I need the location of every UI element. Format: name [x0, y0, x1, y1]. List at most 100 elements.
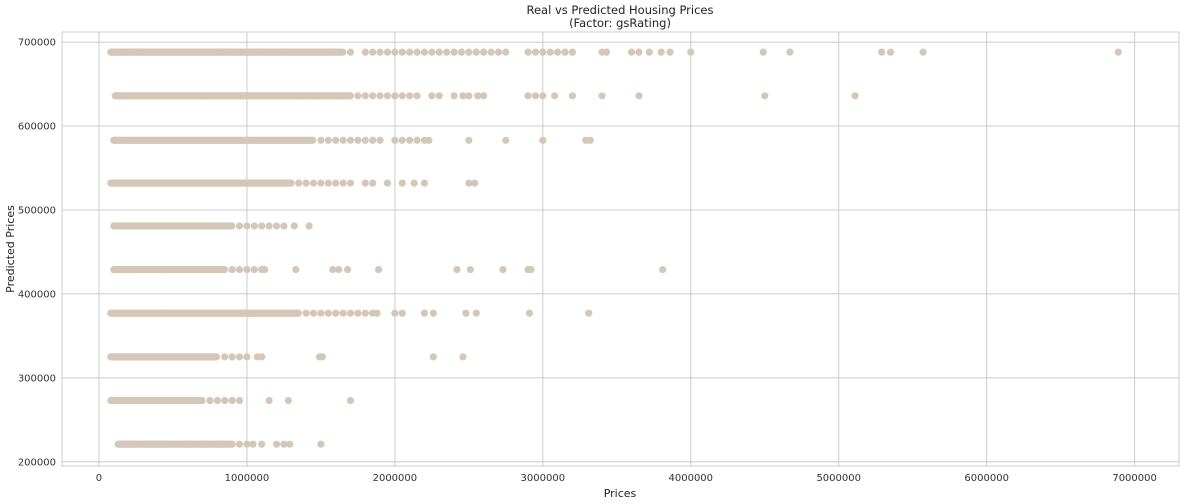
data-point [391, 48, 399, 56]
x-tick-label: 4000000 [669, 473, 714, 484]
data-point [406, 136, 414, 144]
data-point [531, 92, 540, 100]
data-point [213, 396, 221, 405]
data-point [586, 136, 594, 144]
data-point [318, 353, 326, 361]
data-point [551, 92, 559, 100]
data-point [391, 136, 399, 144]
y-tick-labels: 200000 300000 400000 500000 600000 700000 [18, 38, 56, 469]
y-tick-label: 400000 [18, 289, 56, 300]
data-point [243, 440, 251, 448]
data-point [265, 396, 273, 405]
data-point [305, 222, 313, 230]
data-point [235, 396, 244, 405]
data-point [471, 179, 479, 187]
data-point [472, 48, 480, 56]
data-point [317, 179, 325, 187]
point-row [107, 48, 1122, 56]
data-point [453, 265, 461, 274]
data-point [539, 136, 547, 144]
data-point [546, 48, 554, 56]
point-row [111, 92, 859, 100]
data-point [465, 179, 473, 187]
data-point [435, 92, 443, 100]
data-point [258, 353, 266, 361]
data-point [398, 179, 406, 187]
data-point [420, 179, 429, 187]
data-point [398, 136, 406, 144]
data-point [309, 309, 318, 317]
data-point [851, 92, 859, 100]
chart-subtitle: (Factor: gsRating) [569, 16, 671, 30]
data-point [317, 440, 325, 448]
data-point [343, 265, 352, 274]
x-tick-label: 0 [96, 473, 102, 484]
data-point [375, 265, 383, 274]
data-point [480, 92, 488, 100]
data-point [346, 396, 355, 405]
x-axis-label: Prices [604, 487, 637, 500]
data-point [249, 440, 257, 448]
data-point [531, 48, 540, 56]
data-point [354, 92, 362, 100]
data-point [919, 48, 927, 56]
data-point [494, 48, 503, 56]
data-point [568, 48, 577, 56]
data-point [228, 265, 236, 274]
data-point [561, 48, 569, 56]
data-point [309, 136, 317, 144]
data-point [346, 92, 354, 100]
data-point [420, 48, 429, 56]
point-row [107, 309, 593, 317]
data-point [250, 265, 258, 274]
data-point [406, 48, 414, 56]
data-point [524, 48, 532, 56]
data-point [339, 179, 347, 187]
data-point [286, 440, 294, 448]
data-point [376, 92, 384, 100]
data-point [666, 48, 674, 56]
data-point [235, 353, 244, 361]
data-point [369, 179, 377, 187]
data-point [657, 48, 665, 56]
x-tick-labels: 0 1000000 2000000 3000000 4000000 5000000 6000… [96, 473, 1157, 484]
data-point [228, 396, 236, 405]
data-point [410, 179, 418, 187]
data-point [243, 353, 251, 361]
data-point [635, 92, 643, 100]
data-point [1114, 48, 1122, 56]
data-point [280, 222, 288, 230]
data-point [272, 222, 281, 230]
data-point [369, 92, 377, 100]
data-point [527, 265, 535, 274]
data-point [354, 309, 362, 317]
y-tick-label: 500000 [18, 205, 56, 216]
data-point [339, 309, 347, 317]
data-point [450, 92, 458, 100]
data-point [761, 92, 769, 100]
data-point [258, 440, 266, 448]
data-point [429, 353, 437, 361]
data-point [465, 136, 473, 144]
data-point [346, 136, 355, 144]
data-point [292, 265, 300, 274]
data-point [428, 92, 436, 100]
data-point [309, 179, 318, 187]
data-point [466, 265, 474, 274]
data-points [107, 48, 1122, 448]
data-point [280, 440, 288, 448]
data-point [302, 179, 310, 187]
data-point [235, 440, 244, 448]
data-point [585, 309, 593, 317]
data-point [265, 222, 273, 230]
point-row [110, 222, 313, 230]
grid-lines [62, 32, 1179, 466]
data-point [398, 48, 406, 56]
data-point [886, 48, 895, 56]
data-point [502, 48, 510, 56]
data-point [878, 48, 886, 56]
x-tick-label: 2000000 [373, 473, 418, 484]
data-point [645, 48, 653, 56]
data-point [602, 48, 611, 56]
